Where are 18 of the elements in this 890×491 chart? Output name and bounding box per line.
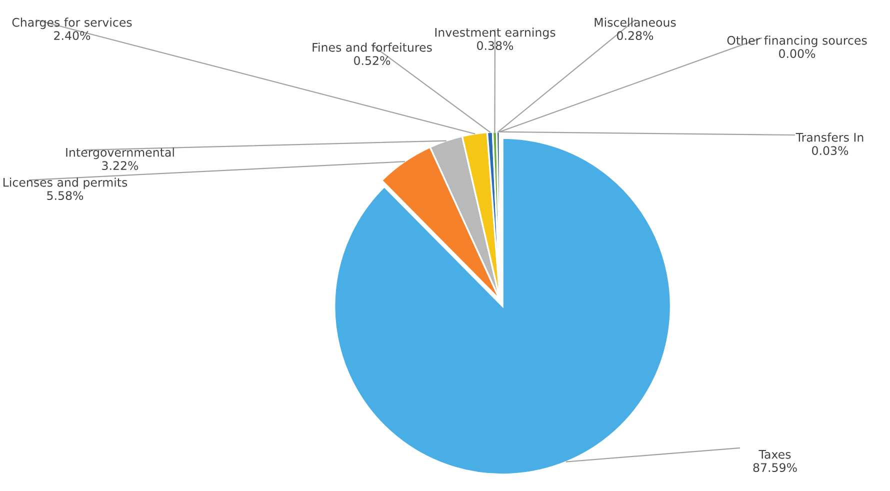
- data-label: 0.52%: [354, 56, 390, 66]
- data-label: 5.58%: [47, 191, 84, 200]
- data-label: 0.03%: [812, 146, 848, 156]
- slice-label: Fines and forfeitures: [312, 42, 432, 52]
- slice-label: Taxes: [758, 450, 791, 459]
- data-label: 0.38%: [477, 41, 514, 50]
- data-label: 87.59%: [753, 463, 797, 472]
- slice-label: Charges for services: [12, 18, 132, 30]
- text: 0.00%: [779, 49, 816, 58]
- slice-label: Miscellaneous: [594, 18, 676, 27]
- data-label: 2.40%: [54, 31, 90, 40]
- data-label: 3.22%: [102, 161, 138, 170]
- slice-label: Investment earnings: [435, 28, 556, 40]
- category-label: Other financing sources: [727, 36, 867, 48]
- data-label: 0.28%: [617, 31, 654, 40]
- slice-label: Intergovernmental: [66, 148, 174, 160]
- slice-label: Transfers In: [796, 132, 864, 142]
- slice-label: Licenses and permits: [3, 178, 128, 190]
